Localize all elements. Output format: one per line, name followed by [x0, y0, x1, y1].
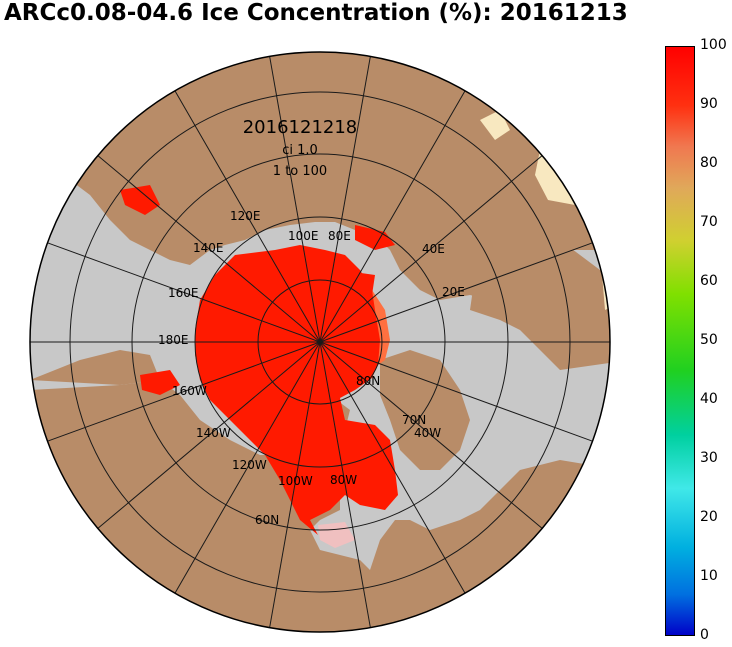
meridian-line [269, 341, 321, 628]
colorbar-tick-label: 90 [700, 96, 718, 112]
lon-label-180E: 180E [158, 333, 189, 347]
meridian-line [319, 56, 371, 343]
polar-map: 2016121218 ci 1.0 1 to 100 120E 140E 100… [29, 51, 611, 633]
map-title: ARCc0.08-04.6 Ice Concentration (%): 201… [4, 0, 628, 26]
range-label: 1 to 100 [273, 164, 327, 179]
lon-label-120W: 120W [232, 458, 267, 472]
lon-label-140E: 140E [193, 241, 224, 255]
colorbar-tick-label: 60 [700, 273, 718, 289]
lon-label-40W: 40W [414, 426, 441, 440]
colorbar-tick-label: 10 [700, 568, 718, 584]
meridian-line [97, 155, 321, 343]
colorbar: 100 90 80 70 60 50 40 30 20 10 0 [665, 37, 727, 643]
sea-ice [120, 185, 398, 548]
lon-label-20E: 20E [442, 285, 465, 299]
colorbar-tick-label: 0 [700, 627, 709, 643]
colorbar-tick-label: 70 [700, 214, 718, 230]
colorbar-tick-label: 50 [700, 332, 718, 348]
colorbar-tick-label: 100 [700, 37, 727, 53]
colorbar-tick-label: 80 [700, 155, 718, 171]
lon-label-100W: 100W [278, 474, 313, 488]
meridian-line [174, 341, 321, 594]
meridian-line [319, 90, 466, 343]
lat-label-70N: 70N [402, 413, 426, 427]
map-boundary [29, 51, 611, 633]
meridian-line [319, 155, 543, 343]
ci-label: ci 1.0 [282, 143, 318, 158]
meridian-line [319, 341, 371, 628]
datetime-label: 2016121218 [243, 117, 358, 138]
meridian-line [319, 242, 593, 343]
meridian-line [269, 56, 321, 343]
meridian-line [47, 242, 321, 343]
lon-label-140W: 140W [196, 426, 231, 440]
lon-label-80W: 80W [330, 473, 357, 487]
lon-label-100E: 100E [288, 229, 319, 243]
colorbar-tick-label: 40 [700, 391, 718, 407]
graticule [30, 56, 610, 628]
lat-label-80N: 80N [356, 374, 380, 388]
meridian-line [319, 341, 593, 442]
lon-label-80E: 80E [328, 229, 351, 243]
lon-label-120E: 120E [230, 209, 261, 223]
lon-label-160E: 160E [168, 286, 199, 300]
lat-label-60N: 60N [255, 513, 279, 527]
meridian-line [174, 90, 321, 343]
meridian-line [97, 341, 321, 529]
colorbar-tick-label: 20 [700, 509, 718, 525]
meridian-line [319, 341, 543, 529]
lon-label-40E: 40E [422, 242, 445, 256]
colorbar-ramp [665, 46, 695, 636]
meridian-line [319, 341, 466, 594]
meridian-line [47, 341, 321, 442]
lon-label-160W: 160W [172, 384, 207, 398]
colorbar-tick-label: 30 [700, 450, 718, 466]
